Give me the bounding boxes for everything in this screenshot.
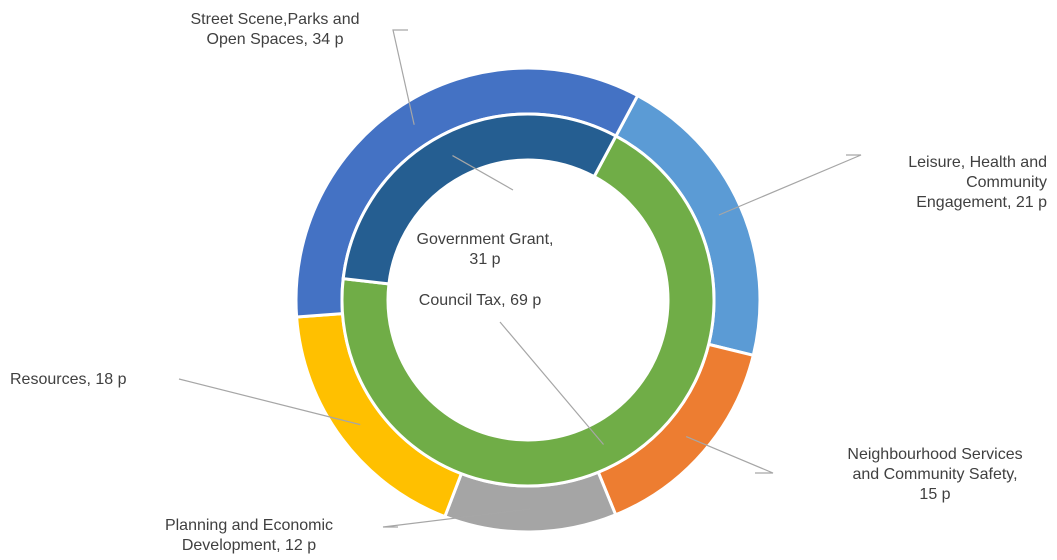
data-label-council-tax: Council Tax, 69 p (419, 292, 542, 309)
data-label-planning-and-economic-development: Planning and Economic Development, 12 p (165, 517, 333, 554)
data-label-government-grant: Government Grant, 31 p (417, 231, 554, 268)
leader-line-street-scene-parks-and-open-spaces (392, 29, 415, 125)
leader-line-planning-and-economic-development (382, 508, 531, 528)
inner-ring (340, 112, 716, 488)
data-labels: Leisure, Health and Community Engagement, … (10, 11, 1047, 554)
data-label-neighbourhood-services-and-community-safety: Neighbourhood Services and Community Safe… (847, 446, 1022, 503)
leader-line-council-tax (499, 321, 604, 445)
slice-government-grant (341, 112, 618, 286)
slice-council-tax (340, 134, 716, 488)
leader-line-government-grant (452, 155, 514, 191)
data-label-resources: Resources, 18 p (10, 371, 127, 388)
leader-line-neighbourhood-services-and-community-safety (685, 436, 774, 474)
data-label-street-scene-parks-and-open-spaces: Street Scene,Parks and Open Spaces, 34 p (191, 11, 360, 48)
data-label-leisure-health-and-community-engagement: Leisure, Health and Community Engagement, … (908, 154, 1047, 211)
leader-lines (178, 29, 862, 528)
leader-line-leisure-health-and-community-engagement (718, 154, 862, 216)
leader-line-resources (178, 378, 361, 426)
